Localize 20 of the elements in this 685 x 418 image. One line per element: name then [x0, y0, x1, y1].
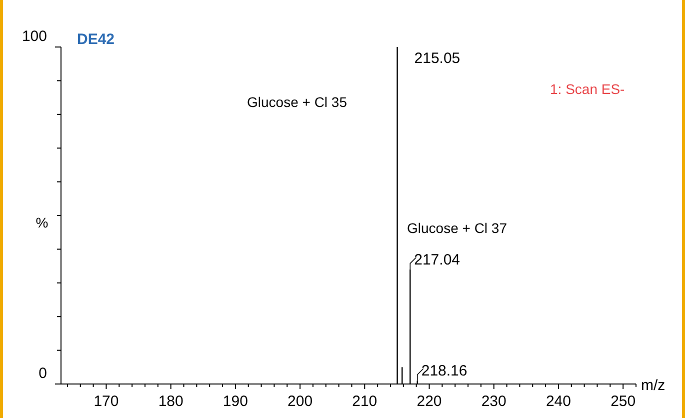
x-tick-label: 230: [481, 393, 506, 410]
annotation: 215.05: [414, 50, 460, 67]
annotation: Glucose + Cl 35: [247, 94, 348, 110]
x-tick-label: 200: [288, 393, 313, 410]
annotation: 217.04: [414, 251, 460, 268]
x-axis-title: m/z: [641, 377, 666, 394]
annotation: 1: Scan ES-: [550, 81, 626, 97]
x-tick-label: 170: [94, 393, 119, 410]
annotation: 218.16: [421, 362, 468, 380]
y-tick-label: 0: [38, 365, 47, 382]
annotation: Glucose + Cl 37: [407, 220, 508, 236]
x-tick-label: 180: [158, 393, 184, 410]
x-tick-label: 190: [222, 393, 248, 410]
chart-title: DE42: [77, 31, 115, 48]
y-tick-label: 100: [22, 28, 47, 45]
x-tick-label: 240: [546, 393, 571, 410]
x-tick-label: 210: [352, 393, 378, 410]
x-tick-label: 220: [416, 393, 442, 410]
y-axis-title: %: [36, 214, 48, 230]
x-tick-label: 250: [610, 393, 636, 410]
